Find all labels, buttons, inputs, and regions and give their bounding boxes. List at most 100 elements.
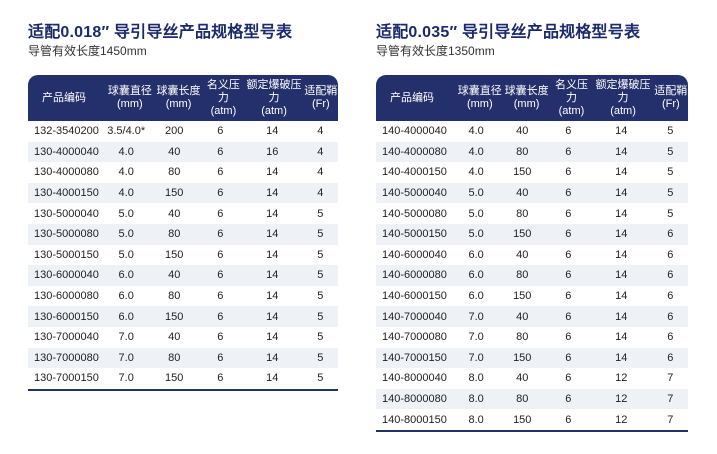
cell-balloon-length: 150 (513, 166, 532, 179)
table-row: 140-6000040 6.0 40 6 14 6 (376, 244, 688, 266)
cell-nominal-pressure: 6 (565, 145, 572, 158)
cell-sheath: 5 (317, 290, 324, 303)
cell-balloon-length: 40 (168, 145, 181, 158)
cell-burst-pressure: 14 (615, 125, 628, 138)
cell-sheath: 4 (317, 187, 324, 200)
cell-nominal-pressure: 6 (565, 248, 572, 261)
cell-nominal-pressure: 6 (217, 310, 224, 323)
cell-balloon-length: 80 (168, 228, 181, 241)
cell-balloon-length: 80 (168, 351, 181, 364)
cell-burst-pressure: 14 (266, 269, 279, 282)
cell-balloon-diameter: 7.0 (468, 351, 484, 364)
cell-burst-pressure: 14 (615, 207, 628, 220)
table-row: 130-6000080 6.0 80 6 14 5 (28, 285, 338, 307)
cell-nominal-pressure: 6 (217, 228, 224, 241)
cell-burst-pressure: 14 (615, 248, 628, 261)
cell-balloon-length: 150 (513, 351, 532, 364)
table-header: 产品编码 球囊直径 (mm) 球囊长度 (mm) 名义压力 (atm) 额定爆破… (376, 75, 688, 121)
cell-product-code: 140-5000150 (382, 228, 447, 241)
cell-product-code: 130-4000080 (34, 166, 99, 179)
table-row: 130-7000150 7.0 150 6 14 5 (28, 368, 338, 389)
cell-balloon-diameter: 7.0 (118, 372, 134, 385)
cell-sheath: 5 (317, 269, 324, 282)
table-row: 140-7000040 7.0 40 6 14 6 (376, 306, 688, 327)
cell-burst-pressure: 14 (266, 290, 279, 303)
cell-product-code: 140-5000080 (382, 207, 447, 220)
cell-balloon-length: 150 (513, 228, 532, 241)
cell-sheath: 7 (667, 413, 674, 426)
table-row: 130-5000150 5.0 150 6 14 5 (28, 244, 338, 266)
cell-burst-pressure: 14 (266, 351, 279, 364)
cell-balloon-length: 80 (516, 393, 529, 406)
cell-product-code: 132-3540200 (34, 125, 99, 138)
cell-burst-pressure: 14 (266, 331, 279, 344)
cell-nominal-pressure: 6 (565, 166, 572, 179)
header-burst-pressure: 额定爆破压力 (atm) (246, 78, 302, 117)
cell-balloon-length: 40 (516, 372, 529, 385)
cell-sheath: 6 (667, 290, 674, 303)
cell-sheath: 4 (317, 166, 324, 179)
cell-balloon-diameter: 4.0 (468, 145, 484, 158)
cell-burst-pressure: 14 (615, 145, 628, 158)
table-row: 130-5000080 5.0 80 6 14 5 (28, 223, 338, 245)
cell-balloon-diameter: 6.0 (118, 290, 134, 303)
table-row: 140-7000150 7.0 150 6 14 6 (376, 347, 688, 369)
cell-nominal-pressure: 6 (217, 351, 224, 364)
cell-nominal-pressure: 6 (565, 331, 572, 344)
cell-balloon-length: 40 (168, 269, 181, 282)
cell-sheath: 5 (667, 125, 674, 138)
cell-nominal-pressure: 6 (217, 290, 224, 303)
cell-burst-pressure: 14 (615, 351, 628, 364)
header-product-code: 产品编码 (390, 91, 434, 104)
cell-balloon-diameter: 6.0 (118, 269, 134, 282)
cell-balloon-diameter: 5.0 (118, 207, 134, 220)
table-row: 130-4000150 4.0 150 6 14 4 (28, 182, 338, 204)
cell-product-code: 130-4000150 (34, 187, 99, 200)
cell-nominal-pressure: 6 (565, 372, 572, 385)
cell-balloon-length: 150 (513, 413, 532, 426)
cell-product-code: 130-7000150 (34, 372, 99, 385)
cell-sheath: 5 (667, 145, 674, 158)
cell-sheath: 5 (317, 351, 324, 364)
cell-balloon-length: 80 (168, 290, 181, 303)
cell-balloon-length: 80 (516, 269, 529, 282)
cell-balloon-diameter: 7.0 (468, 310, 484, 323)
cell-balloon-diameter: 4.0 (468, 166, 484, 179)
cell-sheath: 6 (667, 351, 674, 364)
cell-product-code: 140-7000150 (382, 351, 447, 364)
cell-sheath: 5 (317, 331, 324, 344)
table-row: 140-8000040 8.0 40 6 12 7 (376, 368, 688, 389)
cell-burst-pressure: 14 (266, 187, 279, 200)
cell-nominal-pressure: 6 (565, 187, 572, 200)
cell-balloon-diameter: 8.0 (468, 393, 484, 406)
cell-sheath: 6 (667, 269, 674, 282)
table-row: 132-3540200 3.5/4.0* 200 6 14 4 (28, 121, 338, 142)
cell-sheath: 7 (667, 372, 674, 385)
cell-burst-pressure: 14 (266, 125, 279, 138)
cell-balloon-length: 40 (516, 310, 529, 323)
cell-balloon-diameter: 6.0 (118, 310, 134, 323)
spec-table: 产品编码 球囊直径 (mm) 球囊长度 (mm) 名义压力 (atm) 额定爆破… (28, 75, 338, 391)
cell-balloon-length: 150 (165, 310, 184, 323)
cell-balloon-diameter: 5.0 (468, 207, 484, 220)
cell-burst-pressure: 12 (615, 372, 628, 385)
cell-balloon-length: 40 (516, 187, 529, 200)
cell-sheath: 4 (317, 145, 324, 158)
cell-balloon-length: 80 (168, 166, 181, 179)
cell-burst-pressure: 16 (266, 145, 279, 158)
spec-table: 产品编码 球囊直径 (mm) 球囊长度 (mm) 名义压力 (atm) 额定爆破… (376, 75, 688, 432)
cell-nominal-pressure: 6 (565, 228, 572, 241)
cell-product-code: 130-5000080 (34, 228, 99, 241)
cell-balloon-diameter: 8.0 (468, 372, 484, 385)
table-row: 140-4000040 4.0 40 6 14 5 (376, 121, 688, 142)
page-title: 适配0.035″ 导引导丝产品规格型号表 (376, 24, 641, 41)
cell-sheath: 6 (667, 228, 674, 241)
cell-product-code: 140-4000150 (382, 166, 447, 179)
cell-product-code: 140-6000150 (382, 290, 447, 303)
cell-balloon-diameter: 7.0 (118, 351, 134, 364)
table-row: 130-7000040 7.0 40 6 14 5 (28, 326, 338, 348)
cell-burst-pressure: 14 (615, 166, 628, 179)
cell-sheath: 5 (317, 248, 324, 261)
cell-product-code: 140-6000080 (382, 269, 447, 282)
cell-burst-pressure: 14 (615, 331, 628, 344)
